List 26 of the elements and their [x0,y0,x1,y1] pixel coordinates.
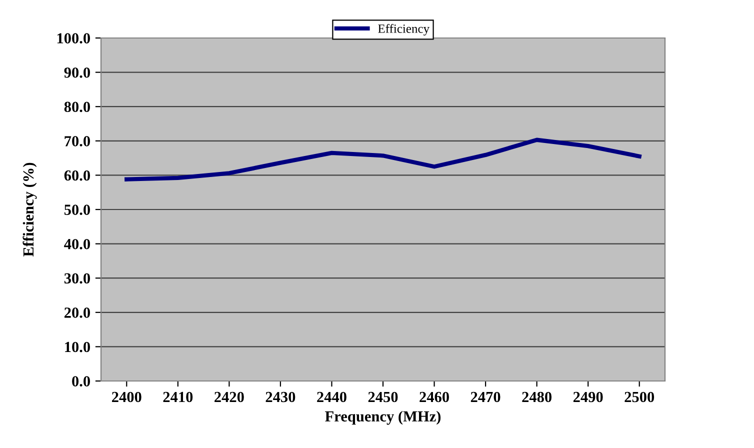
y-tick-label: 10.0 [65,342,90,352]
x-tick-label: 2420 [214,392,244,402]
x-tick-label: 2500 [624,392,654,402]
y-tick-label: 30.0 [64,273,90,284]
y-tick-label: 20.0 [64,308,90,318]
y-tick-label: 0.0 [72,376,90,387]
x-tick-label: 2410 [163,392,193,402]
y-tick-label: 60.0 [64,170,90,181]
y-tick-label: 40.0 [64,238,90,250]
x-tick-label: 2450 [368,392,398,402]
legend-label: Efficiency [378,24,430,36]
y-tick-label: 70.0 [64,136,90,146]
y-tick-label: 80.0 [64,102,90,112]
line-series [124,138,642,182]
x-tick-label: 2470 [470,392,500,402]
x-tick-label: 2400 [112,392,142,402]
y-tick-label: 100.0 [57,33,90,44]
y-axis-title: Efficiency (%) [22,162,37,257]
x-tick-label: 2440 [317,392,346,402]
y-tick-label: 90.0 [64,67,90,78]
y-tick-label: 50.0 [64,204,90,216]
x-tick-label: 2490 [573,392,603,402]
x-tick-label: 2430 [266,392,296,402]
x-axis-title: Frequency (MHz) [325,410,441,425]
x-tick-label: 2480 [522,392,552,402]
x-tick-label: 2460 [420,392,449,402]
